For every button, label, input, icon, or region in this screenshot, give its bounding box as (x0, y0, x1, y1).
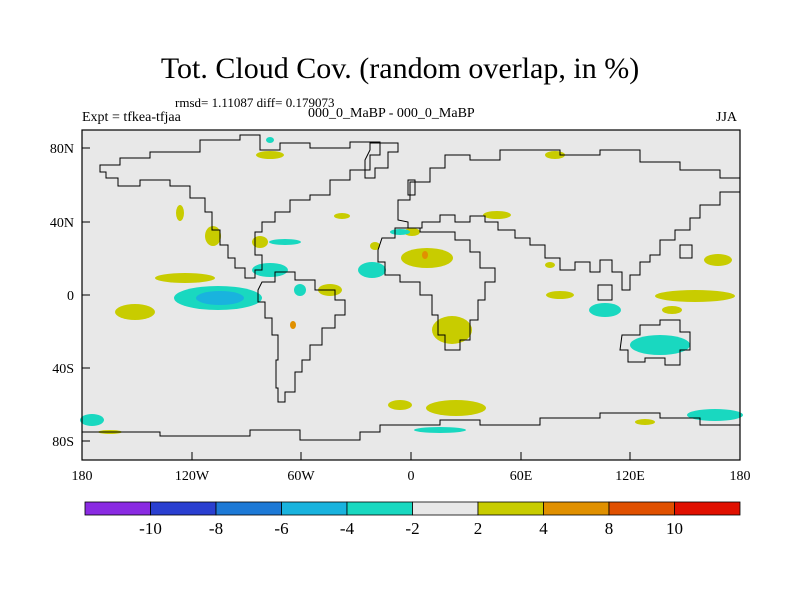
anomaly-region (483, 211, 511, 219)
colorbar-label: 4 (539, 519, 548, 538)
colorbar-swatch (477, 501, 544, 516)
anomaly-region (80, 414, 104, 426)
anomaly-region (432, 316, 472, 344)
y-tick-label: 40N (50, 216, 74, 231)
anomaly-region (655, 290, 735, 302)
figure-title: Tot. Cloud Cov. (random overlap, in %) (160, 52, 640, 85)
anomaly-region (266, 137, 274, 143)
coastline-south-america (257, 271, 346, 403)
anomaly-region (388, 400, 412, 410)
experiment-label: Expt = tfkea-tfjaa (82, 110, 181, 125)
colorbar-swatch (543, 501, 610, 516)
anomaly-region (252, 263, 288, 277)
y-tick-label: 80N (50, 142, 74, 157)
anomaly-region (414, 427, 466, 433)
season-label: JJA (716, 110, 738, 125)
y-tick-label: 40S (52, 362, 74, 377)
y-tick-label: 0 (67, 289, 74, 304)
anomaly-region (546, 291, 574, 299)
anomaly-region (635, 419, 655, 425)
colorbar-label: -2 (405, 519, 419, 538)
runs-label: 000_0_MaBP - 000_0_MaBP (308, 106, 475, 121)
colorbar-swatch (150, 501, 217, 516)
coastline-eurasia (397, 149, 741, 291)
coastline-island (597, 284, 613, 301)
anomaly-region (687, 409, 743, 421)
x-tick-label: 120E (615, 469, 645, 484)
anomaly-region (545, 262, 555, 268)
x-tick-label: 180 (730, 469, 751, 484)
anomaly-region (630, 335, 690, 355)
x-tick-label: 60E (510, 469, 533, 484)
coastline-greenland (364, 142, 399, 179)
anomaly-region (290, 321, 296, 329)
anomaly-region (205, 226, 221, 246)
anomaly-region (115, 304, 155, 320)
anomaly-region (256, 151, 284, 159)
colorbar-swatch (412, 501, 479, 516)
x-axis: 180 120W 60W 0 60E 120E 180 (72, 452, 751, 484)
anomaly-region (390, 229, 410, 235)
y-axis: 80N 40N 0 40S 80S (50, 142, 90, 450)
colorbar-label: 2 (474, 519, 483, 538)
anomaly-region (370, 242, 380, 250)
coastlines (82, 134, 741, 441)
anomaly-region (269, 239, 301, 245)
anomaly-region (196, 291, 244, 305)
anomaly-region (589, 303, 621, 317)
anomaly-region (252, 236, 268, 248)
coastline-island (679, 244, 693, 259)
colorbar-swatch (215, 501, 282, 516)
anomaly-region (155, 273, 215, 283)
y-tick-label: 80S (52, 435, 74, 450)
stats-text: rmsd= 1.11087 diff= 0.179073 (175, 95, 335, 110)
colorbar-swatch (608, 501, 675, 516)
coastline-antarctica (82, 412, 740, 441)
colorbar: -10 -8 -6 -4 -2 2 4 8 10 (84, 501, 741, 538)
colorbar-swatch (84, 501, 151, 516)
anomaly-region (176, 205, 184, 221)
colorbar-label: -4 (340, 519, 355, 538)
coastline-north-america (99, 134, 381, 279)
anomaly-region (401, 248, 453, 268)
colorbar-swatch (346, 501, 413, 516)
x-tick-label: 60W (287, 469, 315, 484)
anomaly-region (662, 306, 682, 314)
x-tick-label: 0 (408, 469, 415, 484)
anomaly-region (704, 254, 732, 266)
colorbar-label: 8 (605, 519, 614, 538)
coastline-australia (619, 319, 691, 366)
coastline-africa (377, 227, 496, 351)
anomaly-region (358, 262, 386, 278)
anomaly-region (334, 213, 350, 219)
colorbar-swatch (281, 501, 348, 516)
coastline-island (407, 179, 416, 196)
x-tick-label: 180 (72, 469, 93, 484)
anomaly-region (404, 228, 420, 236)
colorbar-swatch (674, 501, 741, 516)
colorbar-label: -10 (139, 519, 162, 538)
anomaly-region (294, 284, 306, 296)
x-tick-label: 120W (175, 469, 210, 484)
anomaly-region (426, 400, 486, 416)
colorbar-label: -6 (274, 519, 288, 538)
colorbar-label: 10 (666, 519, 683, 538)
colorbar-label: -8 (209, 519, 223, 538)
anomaly-region (422, 251, 428, 259)
